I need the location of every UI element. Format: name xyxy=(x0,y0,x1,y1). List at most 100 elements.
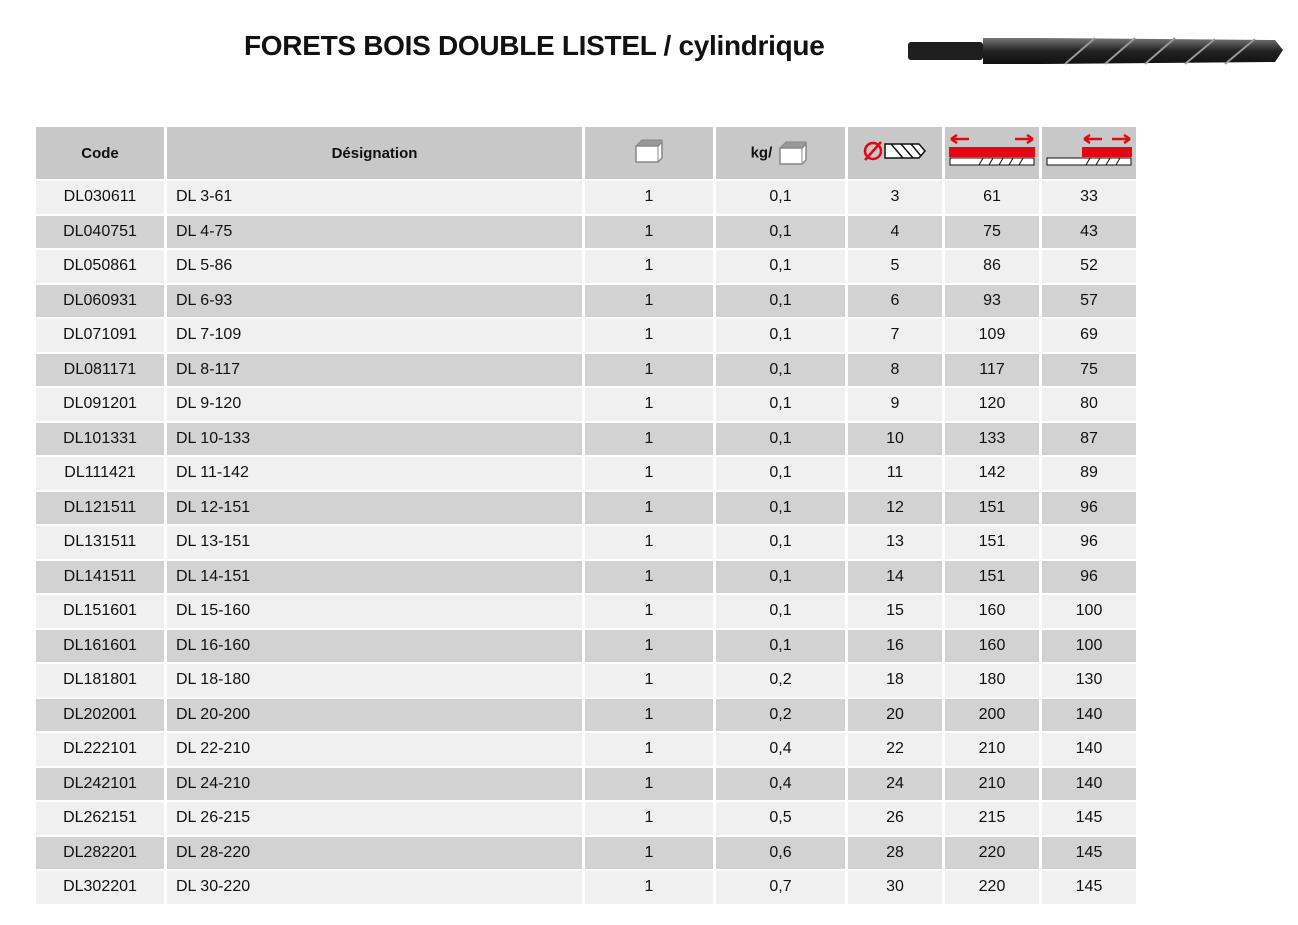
cell-packaging-qty: 1 xyxy=(585,284,713,317)
cell-diameter: 14 xyxy=(848,560,942,593)
cell-diameter: 28 xyxy=(848,836,942,869)
cell-weight: 0,1 xyxy=(716,250,845,283)
cell-weight: 0,5 xyxy=(716,802,845,835)
cell-total-length: 109 xyxy=(945,319,1039,352)
cell-diameter: 26 xyxy=(848,802,942,835)
cell-designation: DL 9-120 xyxy=(167,388,582,421)
cell-code: DL030611 xyxy=(36,181,164,214)
table-row: DL282201 DL 28-220 1 0,6 28 220 145 xyxy=(36,836,1136,869)
cell-total-length: 93 xyxy=(945,284,1039,317)
cell-designation: DL 3-61 xyxy=(167,181,582,214)
cell-weight: 0,2 xyxy=(716,698,845,731)
cell-designation: DL 20-200 xyxy=(167,698,582,731)
cell-diameter: 16 xyxy=(848,629,942,662)
header-working-length xyxy=(1042,127,1136,179)
cell-diameter: 12 xyxy=(848,491,942,524)
cell-packaging-qty: 1 xyxy=(585,836,713,869)
cell-total-length: 75 xyxy=(945,215,1039,248)
cell-packaging-qty: 1 xyxy=(585,388,713,421)
table-row: DL181801 DL 18-180 1 0,2 18 180 130 xyxy=(36,664,1136,697)
page-title: FORETS BOIS DOUBLE LISTEL / cylindrique xyxy=(244,30,825,61)
drill-bit-image xyxy=(908,37,1283,65)
cell-code: DL202001 xyxy=(36,698,164,731)
cell-designation: DL 12-151 xyxy=(167,491,582,524)
box-icon xyxy=(634,139,663,163)
cell-total-length: 220 xyxy=(945,836,1039,869)
cell-code: DL111421 xyxy=(36,457,164,490)
cell-weight: 0,4 xyxy=(716,733,845,766)
cell-working-length: 57 xyxy=(1042,284,1136,317)
cell-code: DL262151 xyxy=(36,802,164,835)
cell-total-length: 220 xyxy=(945,871,1039,904)
cell-total-length: 180 xyxy=(945,664,1039,697)
cell-packaging-qty: 1 xyxy=(585,422,713,455)
cell-designation: DL 5-86 xyxy=(167,250,582,283)
header-diameter xyxy=(848,127,942,179)
diameter-drill-icon xyxy=(863,141,926,161)
cell-diameter: 13 xyxy=(848,526,942,559)
cell-code: DL181801 xyxy=(36,664,164,697)
table-row: DL262151 DL 26-215 1 0,5 26 215 145 xyxy=(36,802,1136,835)
cell-weight: 0,1 xyxy=(716,181,845,214)
table-row: DL302201 DL 30-220 1 0,7 30 220 145 xyxy=(36,871,1136,904)
cell-diameter: 3 xyxy=(848,181,942,214)
cell-packaging-qty: 1 xyxy=(585,491,713,524)
cell-designation: DL 14-151 xyxy=(167,560,582,593)
table-row: DL030611 DL 3-61 1 0,1 3 61 33 xyxy=(36,181,1136,214)
cell-code: DL151601 xyxy=(36,595,164,628)
cell-code: DL101331 xyxy=(36,422,164,455)
header-designation: Désignation xyxy=(167,127,582,179)
cell-diameter: 10 xyxy=(848,422,942,455)
cell-designation: DL 13-151 xyxy=(167,526,582,559)
cell-code: DL222101 xyxy=(36,733,164,766)
table-row: DL081171 DL 8-117 1 0,1 8 117 75 xyxy=(36,353,1136,386)
cell-diameter: 15 xyxy=(848,595,942,628)
cell-weight: 0,2 xyxy=(716,664,845,697)
cell-designation: DL 24-210 xyxy=(167,767,582,800)
cell-total-length: 86 xyxy=(945,250,1039,283)
cell-working-length: 96 xyxy=(1042,560,1136,593)
cell-total-length: 151 xyxy=(945,526,1039,559)
cell-weight: 0,1 xyxy=(716,457,845,490)
cell-packaging-qty: 1 xyxy=(585,767,713,800)
table-row: DL060931 DL 6-93 1 0,1 6 93 57 xyxy=(36,284,1136,317)
cell-designation: DL 7-109 xyxy=(167,319,582,352)
cell-code: DL040751 xyxy=(36,215,164,248)
cell-working-length: 140 xyxy=(1042,733,1136,766)
cell-total-length: 200 xyxy=(945,698,1039,731)
cell-code: DL091201 xyxy=(36,388,164,421)
cell-total-length: 133 xyxy=(945,422,1039,455)
cell-code: DL161601 xyxy=(36,629,164,662)
cell-working-length: 145 xyxy=(1042,836,1136,869)
header-code: Code xyxy=(36,127,164,179)
cell-code: DL071091 xyxy=(36,319,164,352)
cell-code: DL131511 xyxy=(36,526,164,559)
cell-packaging-qty: 1 xyxy=(585,250,713,283)
cell-designation: DL 22-210 xyxy=(167,733,582,766)
cell-working-length: 140 xyxy=(1042,767,1136,800)
cell-packaging-qty: 1 xyxy=(585,871,713,904)
header-total-length xyxy=(945,127,1039,179)
cell-designation: DL 26-215 xyxy=(167,802,582,835)
cell-total-length: 151 xyxy=(945,491,1039,524)
cell-total-length: 120 xyxy=(945,388,1039,421)
cell-designation: DL 30-220 xyxy=(167,871,582,904)
cell-working-length: 100 xyxy=(1042,629,1136,662)
cell-working-length: 130 xyxy=(1042,664,1136,697)
cell-diameter: 30 xyxy=(848,871,942,904)
cell-designation: DL 11-142 xyxy=(167,457,582,490)
cell-designation: DL 28-220 xyxy=(167,836,582,869)
cell-working-length: 96 xyxy=(1042,526,1136,559)
cell-code: DL050861 xyxy=(36,250,164,283)
cell-weight: 0,6 xyxy=(716,836,845,869)
weight-label: kg/ xyxy=(750,144,773,162)
cell-designation: DL 18-180 xyxy=(167,664,582,697)
cell-designation: DL 4-75 xyxy=(167,215,582,248)
cell-code: DL302201 xyxy=(36,871,164,904)
cell-working-length: 89 xyxy=(1042,457,1136,490)
cell-working-length: 100 xyxy=(1042,595,1136,628)
cell-designation: DL 15-160 xyxy=(167,595,582,628)
working-length-icon xyxy=(1046,133,1132,166)
cell-diameter: 8 xyxy=(848,353,942,386)
cell-packaging-qty: 1 xyxy=(585,802,713,835)
